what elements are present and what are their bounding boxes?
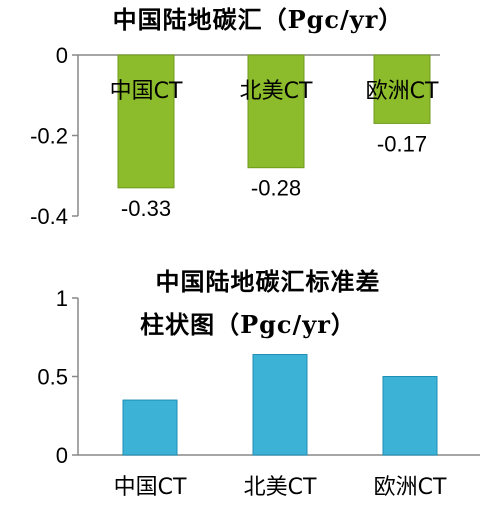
chart1-category-label: 中国CT <box>110 79 183 104</box>
chart2-y-tick-label: 0 <box>56 443 68 468</box>
chart1-title: 中国陆地碳汇（Pgc/yr） <box>113 5 404 34</box>
chart2-category-label: 北美CT <box>244 475 317 500</box>
chart1-category-label: 欧洲CT <box>366 79 439 104</box>
chart1-data-label: -0.17 <box>377 131 427 156</box>
chart1-y-tick-label: -0.2 <box>30 124 68 149</box>
chart1-data-label: -0.33 <box>121 196 171 221</box>
chart1-y-tick-label: 0 <box>56 43 68 68</box>
chart2-title-line1: 中国陆地碳汇标准差 <box>156 267 381 296</box>
chart1-bar <box>117 54 175 189</box>
chart2-y-tick-label: 1 <box>56 286 68 311</box>
chart2-bar <box>252 354 308 456</box>
chart2-bar <box>122 399 178 456</box>
chart2-category-label: 欧洲CT <box>374 475 447 500</box>
chart2-title-line2: 柱状图（Pgc/yr） <box>140 310 356 339</box>
chart2-bar <box>382 376 438 456</box>
chart2-y-tick-label: 0.5 <box>37 365 68 390</box>
chart1-bar <box>247 54 305 169</box>
chart1-data-label: -0.28 <box>251 176 301 201</box>
chart2-category-label: 中国CT <box>114 475 187 500</box>
chart1-bar <box>373 54 431 124</box>
chart1-y-tick-label: -0.4 <box>30 204 68 229</box>
chart1-category-label: 北美CT <box>240 79 313 104</box>
